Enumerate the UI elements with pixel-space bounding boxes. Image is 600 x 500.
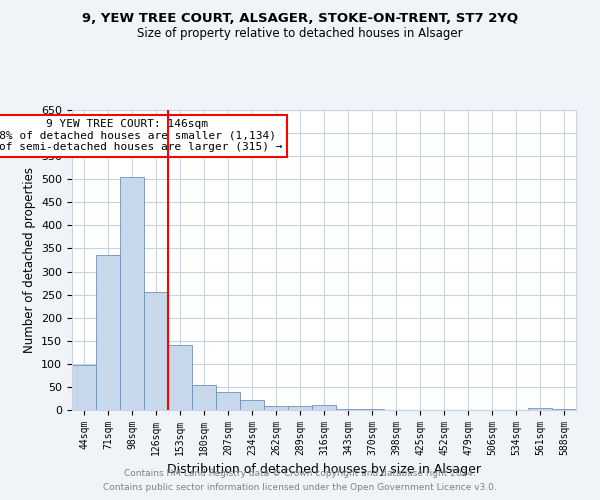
Text: 9, YEW TREE COURT, ALSAGER, STOKE-ON-TRENT, ST7 2YQ: 9, YEW TREE COURT, ALSAGER, STOKE-ON-TRE… [82, 12, 518, 26]
Bar [288, 406, 312, 410]
Text: 9 YEW TREE COURT: 146sqm
← 78% of detached houses are smaller (1,134)
22% of sem: 9 YEW TREE COURT: 146sqm ← 78% of detach… [0, 119, 283, 152]
Bar [144, 292, 168, 410]
Text: Size of property relative to detached houses in Alsager: Size of property relative to detached ho… [137, 28, 463, 40]
Bar [360, 409, 384, 410]
Bar [336, 409, 360, 410]
Bar [120, 177, 144, 410]
Bar [168, 346, 192, 410]
Bar [264, 406, 288, 410]
X-axis label: Distribution of detached houses by size in Alsager: Distribution of detached houses by size … [167, 464, 481, 476]
Bar [192, 384, 216, 410]
Y-axis label: Number of detached properties: Number of detached properties [23, 167, 35, 353]
Bar [240, 400, 264, 410]
Text: Contains public sector information licensed under the Open Government Licence v3: Contains public sector information licen… [103, 484, 497, 492]
Bar [72, 365, 96, 410]
Text: Contains HM Land Registry data © Crown copyright and database right 2024.: Contains HM Land Registry data © Crown c… [124, 468, 476, 477]
Bar [96, 256, 120, 410]
Bar [552, 409, 576, 410]
Bar [312, 406, 336, 410]
Bar [216, 392, 240, 410]
Bar [528, 408, 552, 410]
